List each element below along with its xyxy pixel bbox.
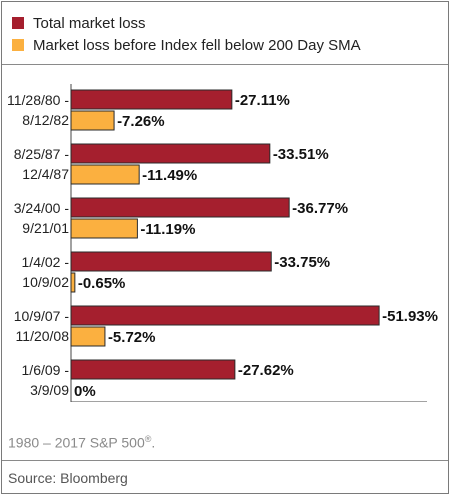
- period-start-label: 8/25/87 -: [14, 146, 70, 162]
- bar-loss-before-sma: [70, 164, 140, 185]
- bar-total-loss: [70, 89, 233, 110]
- bar-loss-before-sma: [70, 326, 106, 347]
- bar-total-loss-label: -51.93%: [382, 308, 438, 325]
- bar-loss-before-sma: [70, 110, 115, 131]
- bar-loss-before-sma-label: -7.26%: [117, 113, 165, 130]
- period-start-label: 11/28/80 -: [7, 92, 69, 108]
- source-divider: [2, 460, 448, 461]
- period-start-label: 1/4/02 -: [22, 254, 70, 270]
- bar-total-loss: [70, 305, 380, 326]
- bar-loss-before-sma-label: -11.19%: [140, 221, 195, 238]
- period-end-label: 8/12/82: [22, 112, 69, 128]
- legend-label-total: Total market loss: [33, 14, 146, 32]
- bar-total-loss: [70, 359, 236, 380]
- footnote: 1980 – 2017 S&P 500®.: [8, 434, 155, 451]
- footnote-end: .: [151, 434, 156, 451]
- period-end-label: 10/9/02: [22, 274, 69, 290]
- legend-swatch-total: [12, 17, 24, 29]
- bar-loss-before-sma-label: -11.49%: [142, 167, 197, 184]
- bar-chart: 0%10%20%30%40%50%60%11/28/80 -8/12/82-27…: [7, 84, 438, 402]
- period-start-label: 3/24/00 -: [14, 200, 70, 216]
- bar-loss-before-sma-label: -0.65%: [78, 275, 126, 292]
- legend-item-total: Total market loss: [12, 12, 361, 34]
- bar-loss-before-sma: [70, 272, 76, 293]
- footnote-sup: ®: [144, 434, 152, 444]
- source-text: Source: Bloomberg: [8, 470, 128, 486]
- legend-swatch-before: [12, 39, 24, 51]
- bar-total-loss-label: -33.75%: [274, 254, 330, 271]
- bar-total-loss-label: -27.62%: [238, 362, 294, 379]
- bar-loss-before-sma-label: -5.72%: [108, 329, 156, 346]
- bar-total-loss-label: -36.77%: [292, 200, 348, 217]
- bar-total-loss-label: -33.51%: [273, 146, 329, 163]
- legend-item-before: Market loss before Index fell below 200 …: [12, 34, 361, 56]
- period-start-label: 1/6/09 -: [22, 362, 70, 378]
- legend-divider: [2, 64, 448, 65]
- bar-total-loss: [70, 197, 290, 218]
- period-end-label: 3/9/09: [30, 382, 69, 398]
- period-start-label: 10/9/07 -: [14, 308, 70, 324]
- legend-label-before: Market loss before Index fell below 200 …: [33, 36, 361, 54]
- bar-loss-before-sma-label: 0%: [74, 383, 96, 400]
- bar-total-loss-label: -27.11%: [235, 92, 290, 109]
- period-end-label: 9/21/01: [22, 220, 69, 236]
- bar-loss-before-sma: [70, 218, 138, 239]
- bar-total-loss: [70, 143, 271, 164]
- legend: Total market loss Market loss before Ind…: [12, 12, 361, 56]
- bar-total-loss: [70, 251, 272, 272]
- period-end-label: 11/20/08: [16, 328, 70, 344]
- period-end-label: 12/4/87: [22, 166, 69, 182]
- footnote-text: 1980 – 2017 S&P 500: [8, 434, 145, 451]
